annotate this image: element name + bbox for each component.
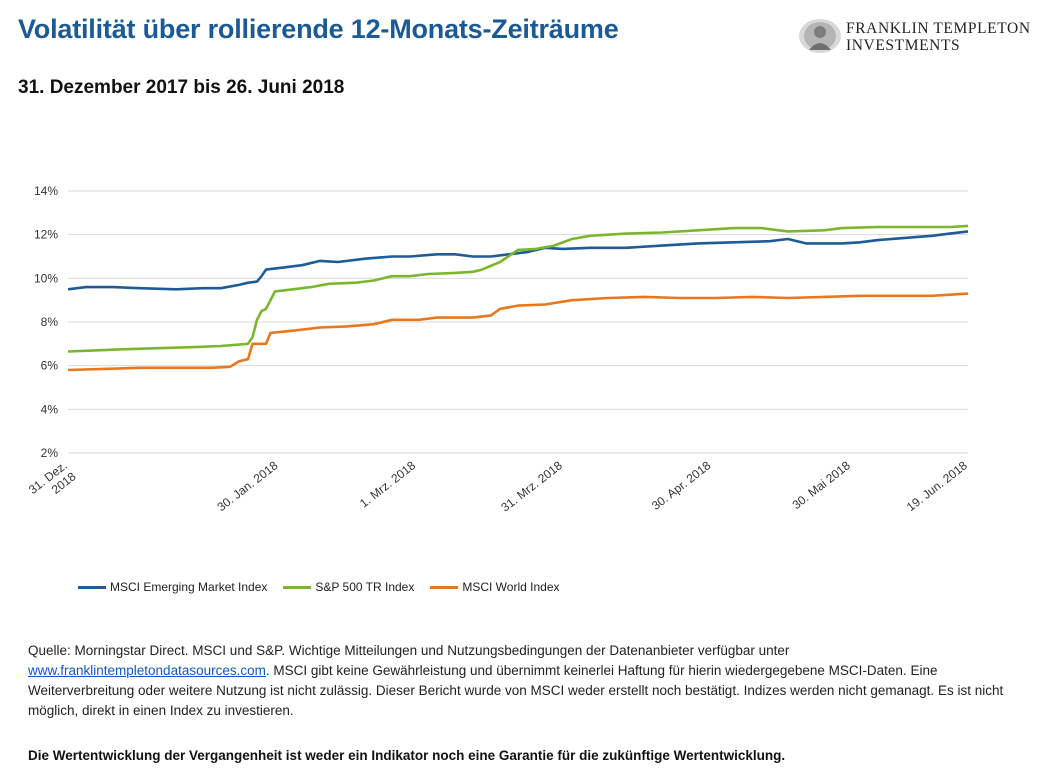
company-logo: FRANKLIN TEMPLETON INVESTMENTS: [798, 18, 1048, 58]
y-tick-label: 6%: [41, 359, 59, 373]
page-title: Volatilität über rollierende 12-Monats-Z…: [18, 14, 619, 44]
legend-swatch: [78, 585, 106, 589]
x-tick-label: 30. Jan. 2018: [215, 458, 281, 514]
source-note: Quelle: Morningstar Direct. MSCI und S&P…: [28, 641, 1028, 721]
legend-label: S&P 500 TR Index: [315, 580, 415, 594]
x-tick-label: 19. Jun. 2018: [904, 458, 970, 514]
legend-item: MSCI Emerging Market Index: [78, 580, 267, 594]
svg-text:1. Mrz. 2018: 1. Mrz. 2018: [357, 458, 418, 510]
legend-item: MSCI World Index: [430, 580, 560, 594]
source-line-4: möglich, direkt in einen Index zu invest…: [28, 703, 294, 718]
performance-disclaimer: Die Wertentwicklung der Vergangenheit is…: [28, 748, 786, 763]
y-tick-label: 8%: [41, 315, 59, 329]
source-line-2: . MSCI gibt keine Gewährleistung und übe…: [265, 663, 938, 678]
portrait-emblem-icon: [799, 19, 841, 53]
series-line-2: [67, 292, 969, 372]
page-subtitle: 31. Dezember 2017 bis 26. Juni 2018: [18, 77, 345, 98]
y-tick-label: 4%: [41, 402, 59, 416]
svg-text:31. Mrz. 2018: 31. Mrz. 2018: [498, 458, 565, 514]
data-sources-link[interactable]: www.franklintempletondatasources.com: [28, 663, 266, 678]
legend-item: S&P 500 TR Index: [283, 580, 414, 594]
legend-swatch: [430, 585, 459, 589]
x-tick-label: 1. Mrz. 2018: [357, 458, 418, 510]
svg-text:30. Jan. 2018: 30. Jan. 2018: [215, 458, 281, 514]
volatility-line-chart: 2% 4% 6% 8% 10% 12% 14% 31. Dez.2018 30. Jan. 20…: [26, 184, 970, 515]
x-tick-label: 30. Mai 2018: [790, 458, 854, 512]
legend-swatch: [283, 585, 312, 589]
legend-label: MSCI Emerging Market Index: [110, 580, 268, 594]
series-line-0: [67, 230, 969, 291]
logo-line-2: INVESTMENTS: [846, 37, 961, 54]
series-line-1: [67, 224, 969, 353]
svg-text:30. Apr. 2018: 30. Apr. 2018: [649, 458, 714, 513]
source-line-3: Weiterverbreitung oder weitere Nutzung i…: [28, 683, 1004, 698]
svg-text:30. Mai 2018: 30. Mai 2018: [790, 458, 854, 512]
y-tick-label: 2%: [41, 446, 59, 460]
chart-legend: MSCI Emerging Market Index S&P 500 TR Ind…: [78, 580, 560, 594]
svg-text:19. Jun. 2018: 19. Jun. 2018: [904, 458, 970, 514]
y-tick-label: 12%: [34, 228, 58, 242]
x-tick-label: 31. Mrz. 2018: [498, 458, 565, 514]
y-tick-label: 14%: [34, 184, 58, 198]
legend-label: MSCI World Index: [462, 580, 560, 594]
x-tick-label: 31. Dez.2018: [26, 458, 79, 497]
logo-line-1: FRANKLIN TEMPLETON: [846, 20, 1031, 37]
source-line-1: Quelle: Morningstar Direct. MSCI und S&P…: [28, 643, 790, 658]
x-tick-label: 30. Apr. 2018: [649, 458, 714, 513]
y-tick-label: 10%: [34, 271, 58, 285]
